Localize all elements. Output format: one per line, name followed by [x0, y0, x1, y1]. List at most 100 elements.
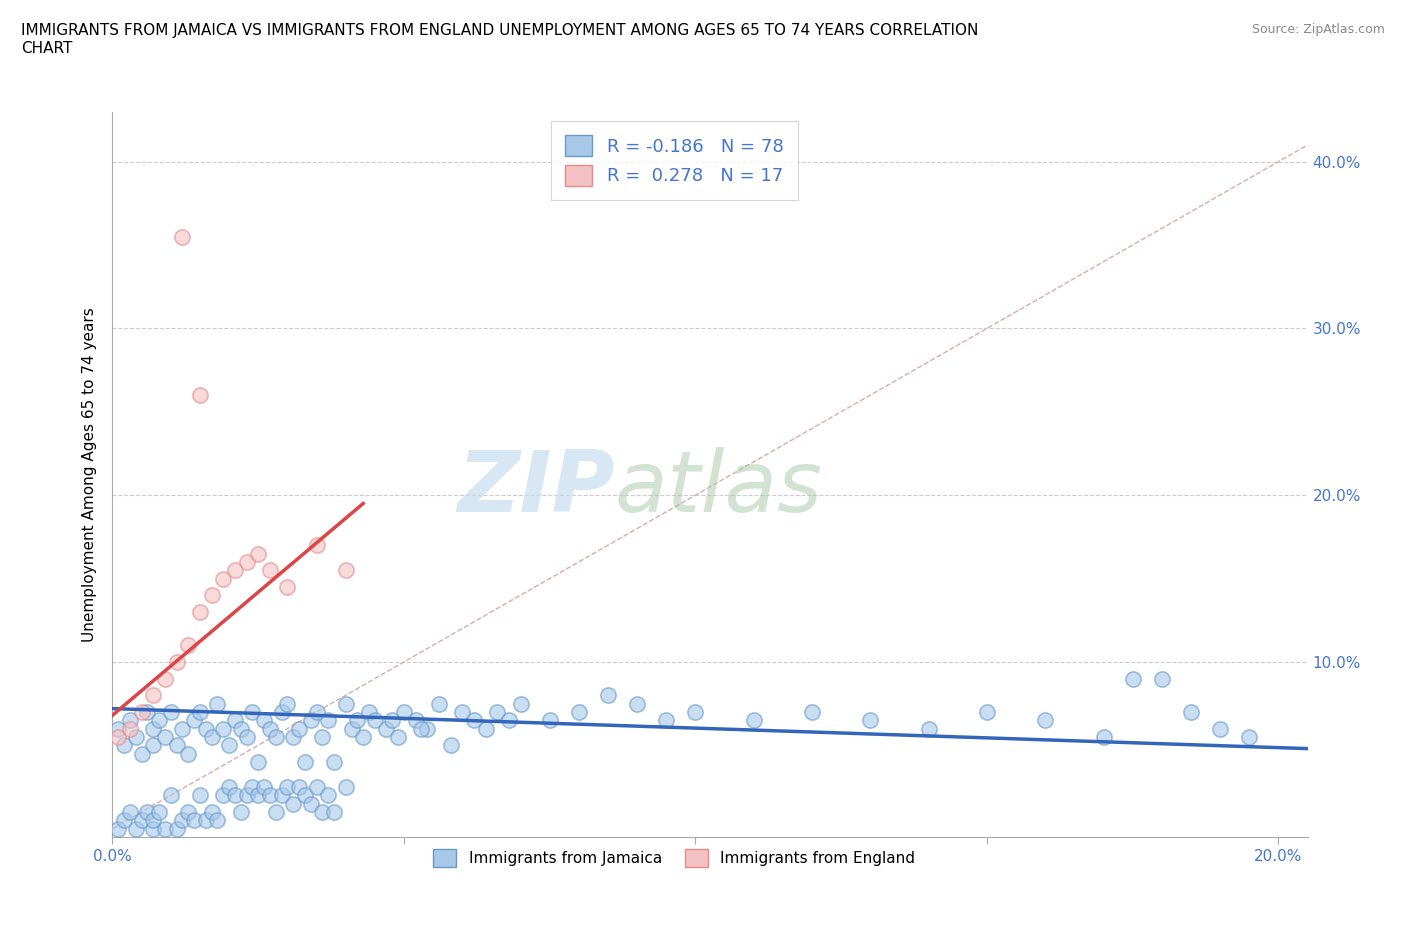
Point	[212, 571, 235, 586]
Point	[172, 813, 194, 828]
Point	[276, 779, 298, 794]
Point	[177, 638, 200, 653]
Text: ZIP: ZIP	[457, 447, 614, 530]
Point	[247, 788, 270, 803]
Point	[451, 705, 474, 720]
Point	[498, 712, 520, 727]
Point	[305, 705, 328, 720]
Point	[153, 671, 176, 686]
Point	[118, 721, 141, 736]
Point	[299, 796, 322, 811]
Point	[270, 705, 292, 720]
Point	[283, 796, 305, 811]
Point	[346, 712, 368, 727]
Point	[112, 813, 135, 828]
Point	[188, 604, 211, 619]
Point	[538, 712, 561, 727]
Point	[148, 804, 170, 819]
Point	[405, 712, 427, 727]
Point	[153, 821, 176, 836]
Point	[439, 737, 461, 752]
Point	[212, 788, 235, 803]
Point	[294, 788, 316, 803]
Point	[142, 821, 165, 836]
Point	[311, 804, 333, 819]
Point	[411, 721, 433, 736]
Point	[1122, 671, 1144, 686]
Point	[270, 788, 292, 803]
Point	[118, 804, 141, 819]
Point	[194, 813, 217, 828]
Point	[352, 729, 374, 744]
Point	[474, 721, 496, 736]
Point	[288, 721, 311, 736]
Point	[1239, 729, 1261, 744]
Point	[264, 804, 287, 819]
Point	[253, 712, 276, 727]
Point	[224, 788, 246, 803]
Point	[655, 712, 678, 727]
Point	[207, 697, 229, 711]
Point	[107, 721, 129, 736]
Point	[1209, 721, 1232, 736]
Point	[976, 705, 998, 720]
Point	[218, 737, 240, 752]
Point	[340, 721, 363, 736]
Point	[142, 813, 165, 828]
Point	[486, 705, 509, 720]
Point	[183, 813, 205, 828]
Point	[107, 821, 129, 836]
Point	[235, 554, 257, 569]
Point	[335, 779, 357, 794]
Point	[207, 813, 229, 828]
Point	[218, 779, 240, 794]
Point	[335, 697, 357, 711]
Point	[224, 712, 246, 727]
Point	[235, 788, 257, 803]
Point	[305, 538, 328, 552]
Text: IMMIGRANTS FROM JAMAICA VS IMMIGRANTS FROM ENGLAND UNEMPLOYMENT AMONG AGES 65 TO: IMMIGRANTS FROM JAMAICA VS IMMIGRANTS FR…	[21, 23, 979, 56]
Point	[1150, 671, 1173, 686]
Point	[172, 721, 194, 736]
Point	[200, 804, 222, 819]
Point	[107, 729, 129, 744]
Point	[125, 729, 148, 744]
Point	[159, 705, 181, 720]
Point	[387, 729, 409, 744]
Point	[509, 697, 531, 711]
Point	[316, 712, 339, 727]
Point	[247, 546, 270, 561]
Point	[259, 563, 281, 578]
Point	[1033, 712, 1056, 727]
Point	[305, 779, 328, 794]
Point	[177, 804, 200, 819]
Point	[375, 721, 398, 736]
Point	[131, 813, 153, 828]
Point	[172, 229, 194, 244]
Point	[299, 712, 322, 727]
Point	[335, 563, 357, 578]
Point	[166, 737, 188, 752]
Point	[288, 779, 311, 794]
Point	[142, 688, 165, 703]
Point	[917, 721, 939, 736]
Point	[626, 697, 648, 711]
Point	[136, 705, 159, 720]
Point	[136, 804, 159, 819]
Point	[416, 721, 439, 736]
Point	[316, 788, 339, 803]
Point	[859, 712, 882, 727]
Point	[427, 697, 450, 711]
Point	[276, 697, 298, 711]
Point	[177, 746, 200, 761]
Point	[323, 754, 346, 769]
Point	[235, 729, 257, 744]
Point	[323, 804, 346, 819]
Point	[381, 712, 404, 727]
Text: Source: ZipAtlas.com: Source: ZipAtlas.com	[1251, 23, 1385, 36]
Point	[166, 655, 188, 670]
Point	[283, 729, 305, 744]
Point	[259, 721, 281, 736]
Point	[212, 721, 235, 736]
Point	[247, 754, 270, 769]
